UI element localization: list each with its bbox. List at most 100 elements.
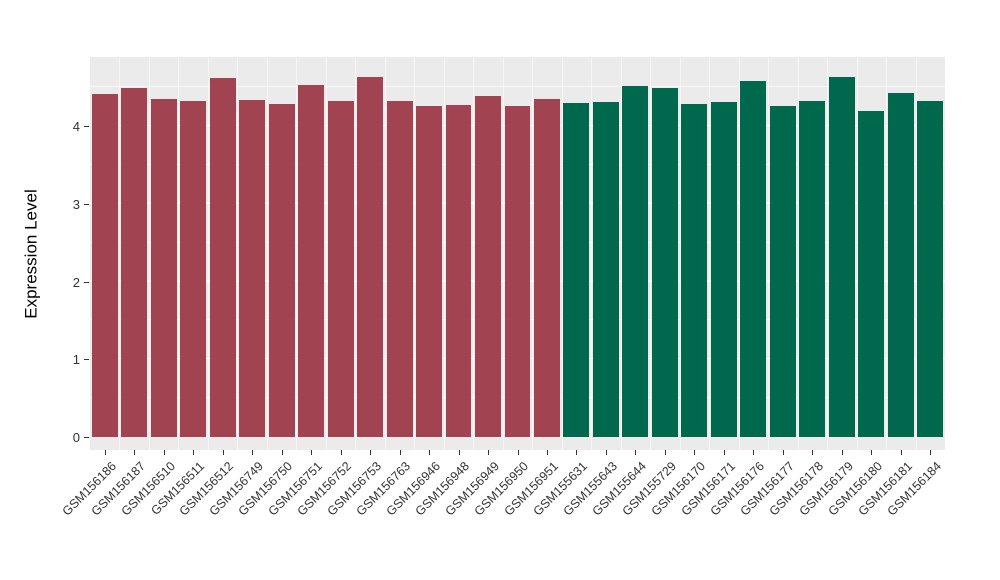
x-tick-mark: [635, 450, 637, 455]
x-tick-mark: [311, 450, 313, 455]
bar-GSM156510: [150, 98, 177, 437]
gridline-vertical: [414, 57, 416, 450]
bar-GSM156949: [475, 95, 501, 437]
x-tick-mark: [664, 450, 666, 455]
x-tick-mark: [871, 450, 873, 455]
y-tick-mark: [84, 126, 89, 127]
gridline-vertical: [384, 57, 386, 450]
x-tick-mark: [900, 450, 902, 455]
x-tick-mark: [694, 450, 696, 455]
gridline-vertical: [886, 57, 888, 450]
bar-GSM156177: [769, 105, 796, 437]
bar-GSM156176: [740, 80, 767, 437]
gridline-vertical: [827, 57, 829, 450]
gridline-vertical: [443, 57, 445, 450]
bar-GSM155644: [622, 86, 649, 437]
gridline-vertical: [355, 57, 357, 450]
gridline-vertical: [650, 57, 652, 450]
gridline-vertical: [738, 57, 740, 450]
bar-GSM156512: [209, 77, 236, 437]
x-tick-mark: [252, 450, 254, 455]
x-tick-mark: [488, 450, 490, 455]
bar-GSM156511: [180, 101, 207, 437]
x-tick-mark: [723, 450, 725, 455]
x-tick-mark: [370, 450, 372, 455]
y-tick-mark: [84, 437, 89, 438]
x-tick-mark: [812, 450, 814, 455]
x-tick-mark: [340, 450, 342, 455]
gridline-vertical: [709, 57, 711, 450]
gridline-vertical: [266, 57, 268, 450]
x-tick-mark: [841, 450, 843, 455]
x-tick-mark: [782, 450, 784, 455]
x-tick-mark: [281, 450, 283, 455]
gridline-vertical: [797, 57, 799, 450]
gridline-vertical: [178, 57, 180, 450]
bar-GSM155631: [563, 102, 590, 437]
gridline-vertical: [620, 57, 622, 450]
bar-GSM156187: [121, 87, 148, 437]
bar-GSM156749: [239, 100, 266, 437]
x-tick-mark: [458, 450, 460, 455]
bar-GSM156946: [416, 105, 443, 437]
gridline-vertical: [502, 57, 504, 450]
bar-GSM156186: [91, 94, 118, 437]
x-tick-mark: [193, 450, 195, 455]
gridline-vertical: [768, 57, 770, 450]
y-tick-label: 2: [72, 274, 80, 290]
gridline-vertical: [325, 57, 327, 450]
y-tick-label: 4: [72, 119, 80, 134]
bar-GSM156950: [504, 105, 531, 437]
bar-GSM156763: [386, 101, 413, 437]
x-tick-mark: [134, 450, 136, 455]
bar-GSM156751: [298, 84, 325, 437]
bar-GSM156184: [917, 101, 944, 437]
y-tick-label: 3: [72, 196, 80, 212]
x-tick-mark: [517, 450, 519, 455]
gridline-vertical: [207, 57, 209, 450]
x-tick-mark: [546, 450, 548, 455]
y-tick-mark: [84, 203, 89, 205]
y-tick-label: 1: [72, 352, 80, 368]
x-tick-mark: [930, 450, 932, 455]
bar-GSM155643: [592, 101, 619, 437]
x-tick-mark: [605, 450, 607, 455]
plot-panel: [90, 57, 945, 450]
bar-GSM156179: [828, 77, 855, 437]
x-tick-mark: [576, 450, 578, 455]
y-tick-label: 0: [72, 430, 80, 445]
bar-GSM156750: [268, 104, 295, 437]
gridline-minor: [90, 86, 945, 88]
gridline-vertical: [679, 57, 681, 450]
gridline-vertical: [148, 57, 150, 450]
bar-GSM156951: [534, 98, 560, 437]
gridline-vertical: [237, 57, 239, 450]
x-tick-mark: [222, 450, 224, 455]
bar-GSM156178: [799, 101, 826, 437]
gridline-vertical: [915, 57, 917, 450]
y-tick-mark: [84, 359, 89, 361]
x-tick-mark: [163, 450, 165, 455]
x-tick-mark: [753, 450, 755, 455]
bar-GSM156948: [445, 105, 472, 437]
gridline-vertical: [532, 57, 534, 450]
gridline-vertical: [561, 57, 563, 450]
bar-GSM156171: [710, 101, 737, 437]
bar-GSM156170: [681, 104, 708, 437]
gridline-vertical: [856, 57, 858, 450]
y-tick-mark: [84, 281, 89, 283]
bar-GSM156752: [327, 101, 354, 437]
bar-GSM156181: [887, 93, 914, 437]
y-axis-title: Expression Level: [18, 57, 46, 450]
gridline-vertical: [473, 57, 475, 450]
x-tick-mark: [399, 450, 401, 455]
gridline-vertical: [119, 57, 121, 450]
x-tick-mark: [429, 450, 431, 455]
gridline-vertical: [591, 57, 593, 450]
bar-GSM156180: [858, 111, 885, 437]
bar-GSM155729: [651, 87, 678, 437]
bar-GSM156753: [357, 77, 384, 437]
gridline-vertical: [296, 57, 298, 450]
x-tick-mark: [104, 450, 106, 455]
